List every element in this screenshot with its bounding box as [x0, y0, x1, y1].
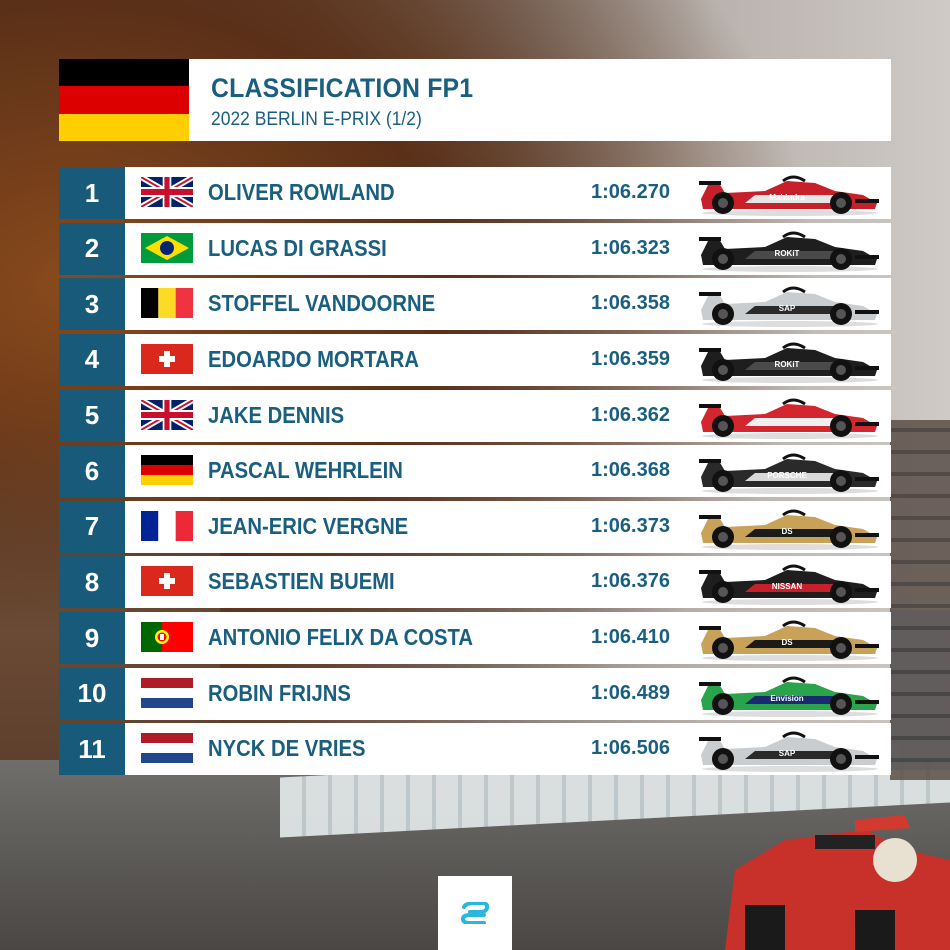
position-number: 8 [59, 556, 125, 609]
svg-text:SAP: SAP [779, 304, 796, 313]
svg-text:DS: DS [781, 527, 793, 536]
classification-row: 5 JAKE DENNIS 1:06.362 [59, 389, 891, 442]
header-panel: CLASSIFICATION FP1 2022 BERLIN E-PRIX (1… [59, 59, 891, 141]
driver-name: LUCAS DI GRASSI [208, 234, 387, 261]
switzerland-flag-icon [141, 566, 193, 597]
position-number: 11 [59, 723, 125, 776]
switzerland-flag-icon [141, 343, 193, 374]
uk-flag-icon [141, 177, 193, 207]
car-livery-icon: Mahindra [695, 169, 881, 217]
position-number: 2 [59, 222, 125, 275]
car-livery-icon: SAP [695, 280, 881, 328]
uk-flag-icon [141, 399, 193, 430]
classification-list: 1 OLIVER ROWLAND 1:06.270 Mahindra 2 LUCAS DI… [59, 167, 891, 779]
page-title: CLASSIFICATION FP1 [211, 73, 474, 103]
driver-name: JAKE DENNIS [208, 401, 345, 428]
lap-time: 1:06.362 [591, 403, 670, 426]
brazil-flag-icon [141, 232, 193, 263]
classification-row: 7 JEAN-ERIC VERGNE 1:06.373 DS [59, 500, 891, 553]
classification-row: 3 STOFFEL VANDOORNE 1:06.358 SAP [59, 278, 891, 331]
netherlands-flag-icon [141, 733, 193, 764]
driver-name: PASCAL WEHRLEIN [208, 457, 403, 484]
svg-text:Mahindra: Mahindra [769, 193, 805, 202]
svg-text:Envision: Envision [770, 694, 803, 703]
lap-time: 1:06.359 [591, 347, 670, 370]
car-livery-icon: NISSAN [695, 558, 881, 606]
classification-row: 11 NYCK DE VRIES 1:06.506 SAP [59, 723, 891, 776]
classification-row: 6 PASCAL WEHRLEIN 1:06.368 PORSCHE [59, 445, 891, 498]
driver-name: JEAN-ERIC VERGNE [208, 512, 409, 539]
car-livery-icon [695, 392, 881, 440]
driver-name: STOFFEL VANDOORNE [208, 290, 436, 317]
portugal-flag-icon [141, 622, 193, 653]
svg-text:ROKiT: ROKiT [775, 249, 800, 258]
car-livery-icon: PORSCHE [695, 447, 881, 495]
lap-time: 1:06.373 [591, 514, 670, 537]
driver-name: NYCK DE VRIES [208, 735, 366, 762]
position-number: 4 [59, 333, 125, 386]
lap-time: 1:06.489 [591, 681, 670, 704]
france-flag-icon [141, 510, 193, 541]
position-number: 1 [59, 167, 125, 219]
classification-row: 8 SEBASTIEN BUEMI 1:06.376 NISSAN [59, 556, 891, 609]
car-livery-icon: DS [695, 614, 881, 662]
svg-text:PORSCHE: PORSCHE [767, 471, 807, 480]
background-building [890, 420, 950, 780]
germany-flag-icon [59, 59, 189, 141]
driver-name: ROBIN FRIJNS [208, 679, 351, 706]
germany-flag-icon [141, 455, 193, 486]
driver-name: OLIVER ROWLAND [208, 179, 395, 205]
netherlands-flag-icon [141, 677, 193, 708]
svg-text:DS: DS [781, 638, 793, 647]
driver-name: SEBASTIEN BUEMI [208, 568, 395, 595]
lap-time: 1:06.368 [591, 459, 670, 482]
lap-time: 1:06.358 [591, 292, 670, 315]
belgium-flag-icon [141, 288, 193, 319]
position-number: 3 [59, 278, 125, 331]
lap-time: 1:06.506 [591, 737, 670, 760]
position-number: 9 [59, 612, 125, 665]
page-subtitle: 2022 BERLIN E-PRIX (1/2) [211, 109, 422, 130]
driver-name: EDOARDO MORTARA [208, 345, 420, 372]
svg-text:NISSAN: NISSAN [772, 582, 802, 591]
svg-text:SAP: SAP [779, 749, 796, 758]
car-livery-icon: ROKiT [695, 225, 881, 273]
formula-e-logo-icon [438, 876, 512, 950]
classification-row: 1 OLIVER ROWLAND 1:06.270 Mahindra [59, 167, 891, 219]
position-number: 10 [59, 667, 125, 720]
position-number: 5 [59, 389, 125, 442]
car-livery-icon: ROKiT [695, 336, 881, 384]
classification-row: 10 ROBIN FRIJNS 1:06.489 Envision [59, 667, 891, 720]
car-livery-icon: SAP [695, 725, 881, 773]
classification-row: 4 EDOARDO MORTARA 1:06.359 ROKiT [59, 333, 891, 386]
position-number: 7 [59, 500, 125, 553]
car-livery-icon: Envision [695, 670, 881, 718]
svg-text:ROKiT: ROKiT [775, 360, 800, 369]
car-livery-icon: DS [695, 503, 881, 551]
lap-time: 1:06.410 [591, 626, 670, 649]
driver-name: ANTONIO FELIX DA COSTA [208, 624, 474, 651]
classification-row: 2 LUCAS DI GRASSI 1:06.323 ROKiT [59, 222, 891, 275]
background-race-car-icon [725, 815, 950, 950]
lap-time: 1:06.270 [591, 181, 670, 203]
classification-row: 9 ANTONIO FELIX DA COSTA 1:06.410 DS [59, 612, 891, 665]
lap-time: 1:06.376 [591, 570, 670, 593]
position-number: 6 [59, 445, 125, 498]
lap-time: 1:06.323 [591, 236, 670, 259]
